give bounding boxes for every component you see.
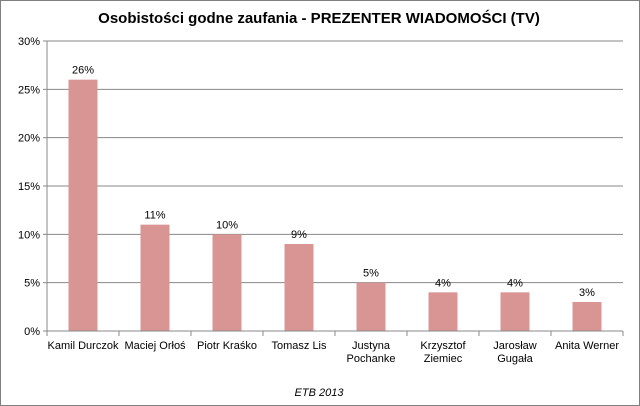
data-label: 4% bbox=[435, 277, 451, 289]
x-tick-label: Justyna Pochanke bbox=[347, 340, 396, 365]
x-tick-label: Jarosław Gugała bbox=[493, 340, 536, 365]
y-tick-label: 25% bbox=[18, 84, 40, 96]
x-tick-label: Kamil Durczok bbox=[48, 340, 119, 352]
data-label: 9% bbox=[291, 229, 307, 241]
data-label: 10% bbox=[216, 219, 238, 231]
bar bbox=[68, 79, 98, 332]
x-tick-label: Tomasz Lis bbox=[271, 340, 327, 352]
data-labels: 26% 11% 10% 9% 5% 4% 4% 3% bbox=[72, 65, 595, 299]
bar bbox=[356, 282, 386, 331]
gridlines bbox=[47, 40, 623, 332]
bar bbox=[212, 234, 242, 331]
x-axis-ticks: Kamil Durczok Maciej Orłoś Piotr Kraśko Tom… bbox=[46, 330, 624, 365]
x-tick-label: Krzysztof Ziemiec bbox=[420, 340, 466, 365]
data-label: 11% bbox=[144, 210, 165, 222]
source-note: ETB 2013 bbox=[295, 387, 345, 399]
y-tick-label: 0% bbox=[24, 326, 40, 338]
y-axis-ticks: 0% 5% 10% 15% 20% 25% 30% bbox=[18, 36, 48, 338]
y-tick-label: 20% bbox=[18, 133, 40, 145]
bar bbox=[500, 292, 530, 331]
data-label: 5% bbox=[363, 268, 379, 280]
bars bbox=[68, 79, 602, 332]
x-tick-label: Anita Werner bbox=[555, 340, 619, 352]
y-tick-label: 5% bbox=[24, 278, 40, 290]
bar bbox=[140, 224, 170, 331]
y-tick-label: 10% bbox=[18, 229, 40, 241]
bar bbox=[428, 292, 458, 331]
x-tick-label: Maciej Orłoś bbox=[124, 340, 186, 352]
x-tick-label: Piotr Kraśko bbox=[197, 340, 257, 352]
data-label: 3% bbox=[579, 287, 595, 299]
y-tick-label: 15% bbox=[18, 181, 40, 193]
data-label: 26% bbox=[72, 65, 94, 77]
y-tick-label: 30% bbox=[18, 36, 40, 48]
bar bbox=[572, 302, 602, 331]
bar bbox=[284, 244, 314, 331]
data-label: 4% bbox=[507, 277, 523, 289]
chart-title: Osobistości godne zaufania - PREZENTER W… bbox=[98, 9, 540, 27]
